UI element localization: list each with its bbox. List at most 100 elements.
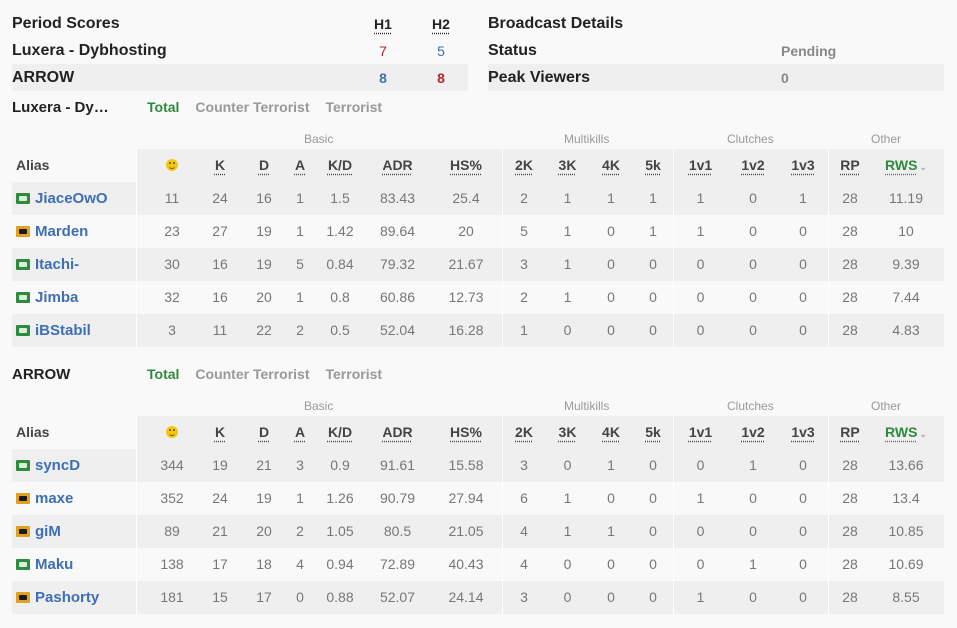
column-header-label: 1v2 — [741, 424, 765, 440]
column-header-hs[interactable]: HS% — [430, 149, 502, 182]
player-alias[interactable]: Pashorty — [35, 589, 100, 606]
player-link[interactable]: Maku — [16, 548, 146, 581]
t-side-icon — [16, 226, 30, 237]
column-header-k3[interactable]: 3K — [546, 416, 589, 449]
player-link[interactable]: Marden — [16, 215, 146, 248]
stat-k2: 2 — [520, 190, 528, 206]
stat-k5: 0 — [649, 556, 657, 572]
column-header-adr[interactable]: ADR — [365, 416, 430, 449]
stat-adr: 52.04 — [379, 322, 416, 338]
column-header-v3[interactable]: 1v3 — [778, 149, 828, 182]
stat-k2: 6 — [520, 490, 528, 506]
stat-v1: 1 — [696, 223, 705, 239]
tab-counter-terrorist[interactable]: Counter Terrorist — [195, 99, 310, 115]
player-link[interactable]: iBStabil — [16, 314, 146, 347]
player-link[interactable]: Jimba — [16, 281, 146, 314]
stat-hs: 40.43 — [448, 556, 484, 572]
player-alias[interactable]: syncD — [35, 457, 81, 474]
tab-terrorist[interactable]: Terrorist — [325, 99, 383, 115]
table-row: Marden 23 27 19 1 1.42 89.64 20 5 1 0 1 1 0 0 28 10 — [12, 215, 944, 248]
player-alias[interactable]: Marden — [35, 223, 89, 240]
column-header-d[interactable]: D — [243, 416, 285, 449]
stat-d: 21 — [256, 457, 272, 473]
player-alias[interactable]: Jimba — [35, 289, 79, 306]
column-header-label: 3K — [558, 157, 577, 173]
column-header-kd[interactable]: K/D — [315, 149, 365, 182]
column-header-adr[interactable]: ADR — [365, 149, 430, 182]
stat-k4: 1 — [607, 457, 615, 473]
tab-total[interactable]: Total — [147, 99, 180, 115]
stat-d: 22 — [256, 322, 272, 338]
tab-terrorist[interactable]: Terrorist — [325, 366, 383, 382]
column-header-rp[interactable]: RP — [828, 149, 872, 182]
broadcast-value: Pending — [781, 42, 837, 59]
stat-smile: 344 — [160, 457, 184, 473]
column-header-label: RP — [840, 157, 860, 173]
player-alias[interactable]: Maku — [35, 556, 74, 573]
tab-counter-terrorist[interactable]: Counter Terrorist — [195, 366, 310, 382]
stat-k4: 0 — [607, 322, 615, 338]
sort-caret-icon[interactable]: ⌄ — [919, 162, 927, 172]
column-header-k4[interactable]: 4K — [589, 416, 633, 449]
column-header-rws[interactable]: RWS ⌄ — [872, 149, 940, 182]
sort-caret-icon[interactable]: ⌄ — [919, 429, 927, 439]
player-link[interactable]: JiaceOwO — [16, 182, 146, 215]
player-alias[interactable]: maxe — [35, 490, 74, 507]
column-header-a[interactable]: A — [285, 149, 315, 182]
column-header-k2[interactable]: 2K — [502, 416, 546, 449]
column-header-k5[interactable]: 5k — [633, 416, 673, 449]
tab-total[interactable]: Total — [147, 366, 180, 382]
stat-kd: 0.5 — [330, 322, 350, 338]
player-alias[interactable]: iBStabil — [35, 322, 91, 339]
stat-smile: 30 — [164, 256, 180, 272]
player-link[interactable]: syncD — [16, 449, 146, 482]
column-header-k2[interactable]: 2K — [502, 149, 546, 182]
column-header-v1[interactable]: 1v1 — [673, 416, 728, 449]
column-header-smile[interactable] — [147, 149, 197, 182]
stat-v3: 0 — [799, 289, 807, 305]
column-header-v1[interactable]: 1v1 — [673, 149, 728, 182]
column-header-v2[interactable]: 1v2 — [728, 149, 778, 182]
column-header-kd[interactable]: K/D — [315, 416, 365, 449]
broadcast-row-viewers: Peak Viewers 0 — [488, 64, 944, 91]
column-header-smile[interactable] — [147, 416, 197, 449]
column-header-label: ADR — [382, 424, 413, 440]
h1-header[interactable]: H1 — [374, 15, 392, 32]
column-header-k[interactable]: K — [197, 149, 243, 182]
score-h2: 5 — [437, 42, 445, 59]
column-header-rp[interactable]: RP — [828, 416, 872, 449]
column-header-rws[interactable]: RWS ⌄ — [872, 416, 940, 449]
stat-k5: 0 — [649, 589, 657, 605]
table-row: giM 89 21 20 2 1.05 80.5 21.05 4 1 1 0 0 0 0 28 10.85 — [12, 515, 944, 548]
score-h1: 7 — [379, 42, 387, 59]
column-header-v3[interactable]: 1v3 — [778, 416, 828, 449]
player-link[interactable]: maxe — [16, 482, 146, 515]
period-scores-title: Period Scores — [12, 14, 120, 32]
stat-k3: 0 — [563, 589, 572, 605]
player-alias[interactable]: giM — [35, 523, 61, 540]
player-link[interactable]: giM — [16, 515, 146, 548]
column-header-k[interactable]: K — [197, 416, 243, 449]
player-link[interactable]: Itachi- — [16, 248, 146, 281]
stat-v1: 0 — [696, 256, 705, 272]
stat-kd: 1.5 — [330, 190, 350, 206]
stat-smile: 3 — [168, 322, 176, 338]
column-header-a[interactable]: A — [285, 416, 315, 449]
h2-header[interactable]: H2 — [432, 15, 450, 32]
stat-rws: 10.69 — [888, 556, 924, 572]
column-header-d[interactable]: D — [243, 149, 285, 182]
score-h2: 8 — [437, 69, 445, 86]
stat-a: 1 — [296, 289, 304, 305]
stat-v3: 0 — [799, 523, 807, 539]
player-alias[interactable]: Itachi- — [35, 256, 80, 273]
column-header-hs[interactable]: HS% — [430, 416, 502, 449]
column-header-k5[interactable]: 5k — [633, 149, 673, 182]
player-alias[interactable]: JiaceOwO — [35, 190, 108, 207]
team1-name: Luxera - Dy… — [12, 98, 109, 116]
column-header-v2[interactable]: 1v2 — [728, 416, 778, 449]
column-header-k4[interactable]: 4K — [589, 149, 633, 182]
column-header-k3[interactable]: 3K — [546, 149, 589, 182]
score-row-team2: ARROW 8 8 — [12, 64, 468, 91]
player-link[interactable]: Pashorty — [16, 581, 146, 614]
stat-adr: 90.79 — [379, 490, 416, 506]
